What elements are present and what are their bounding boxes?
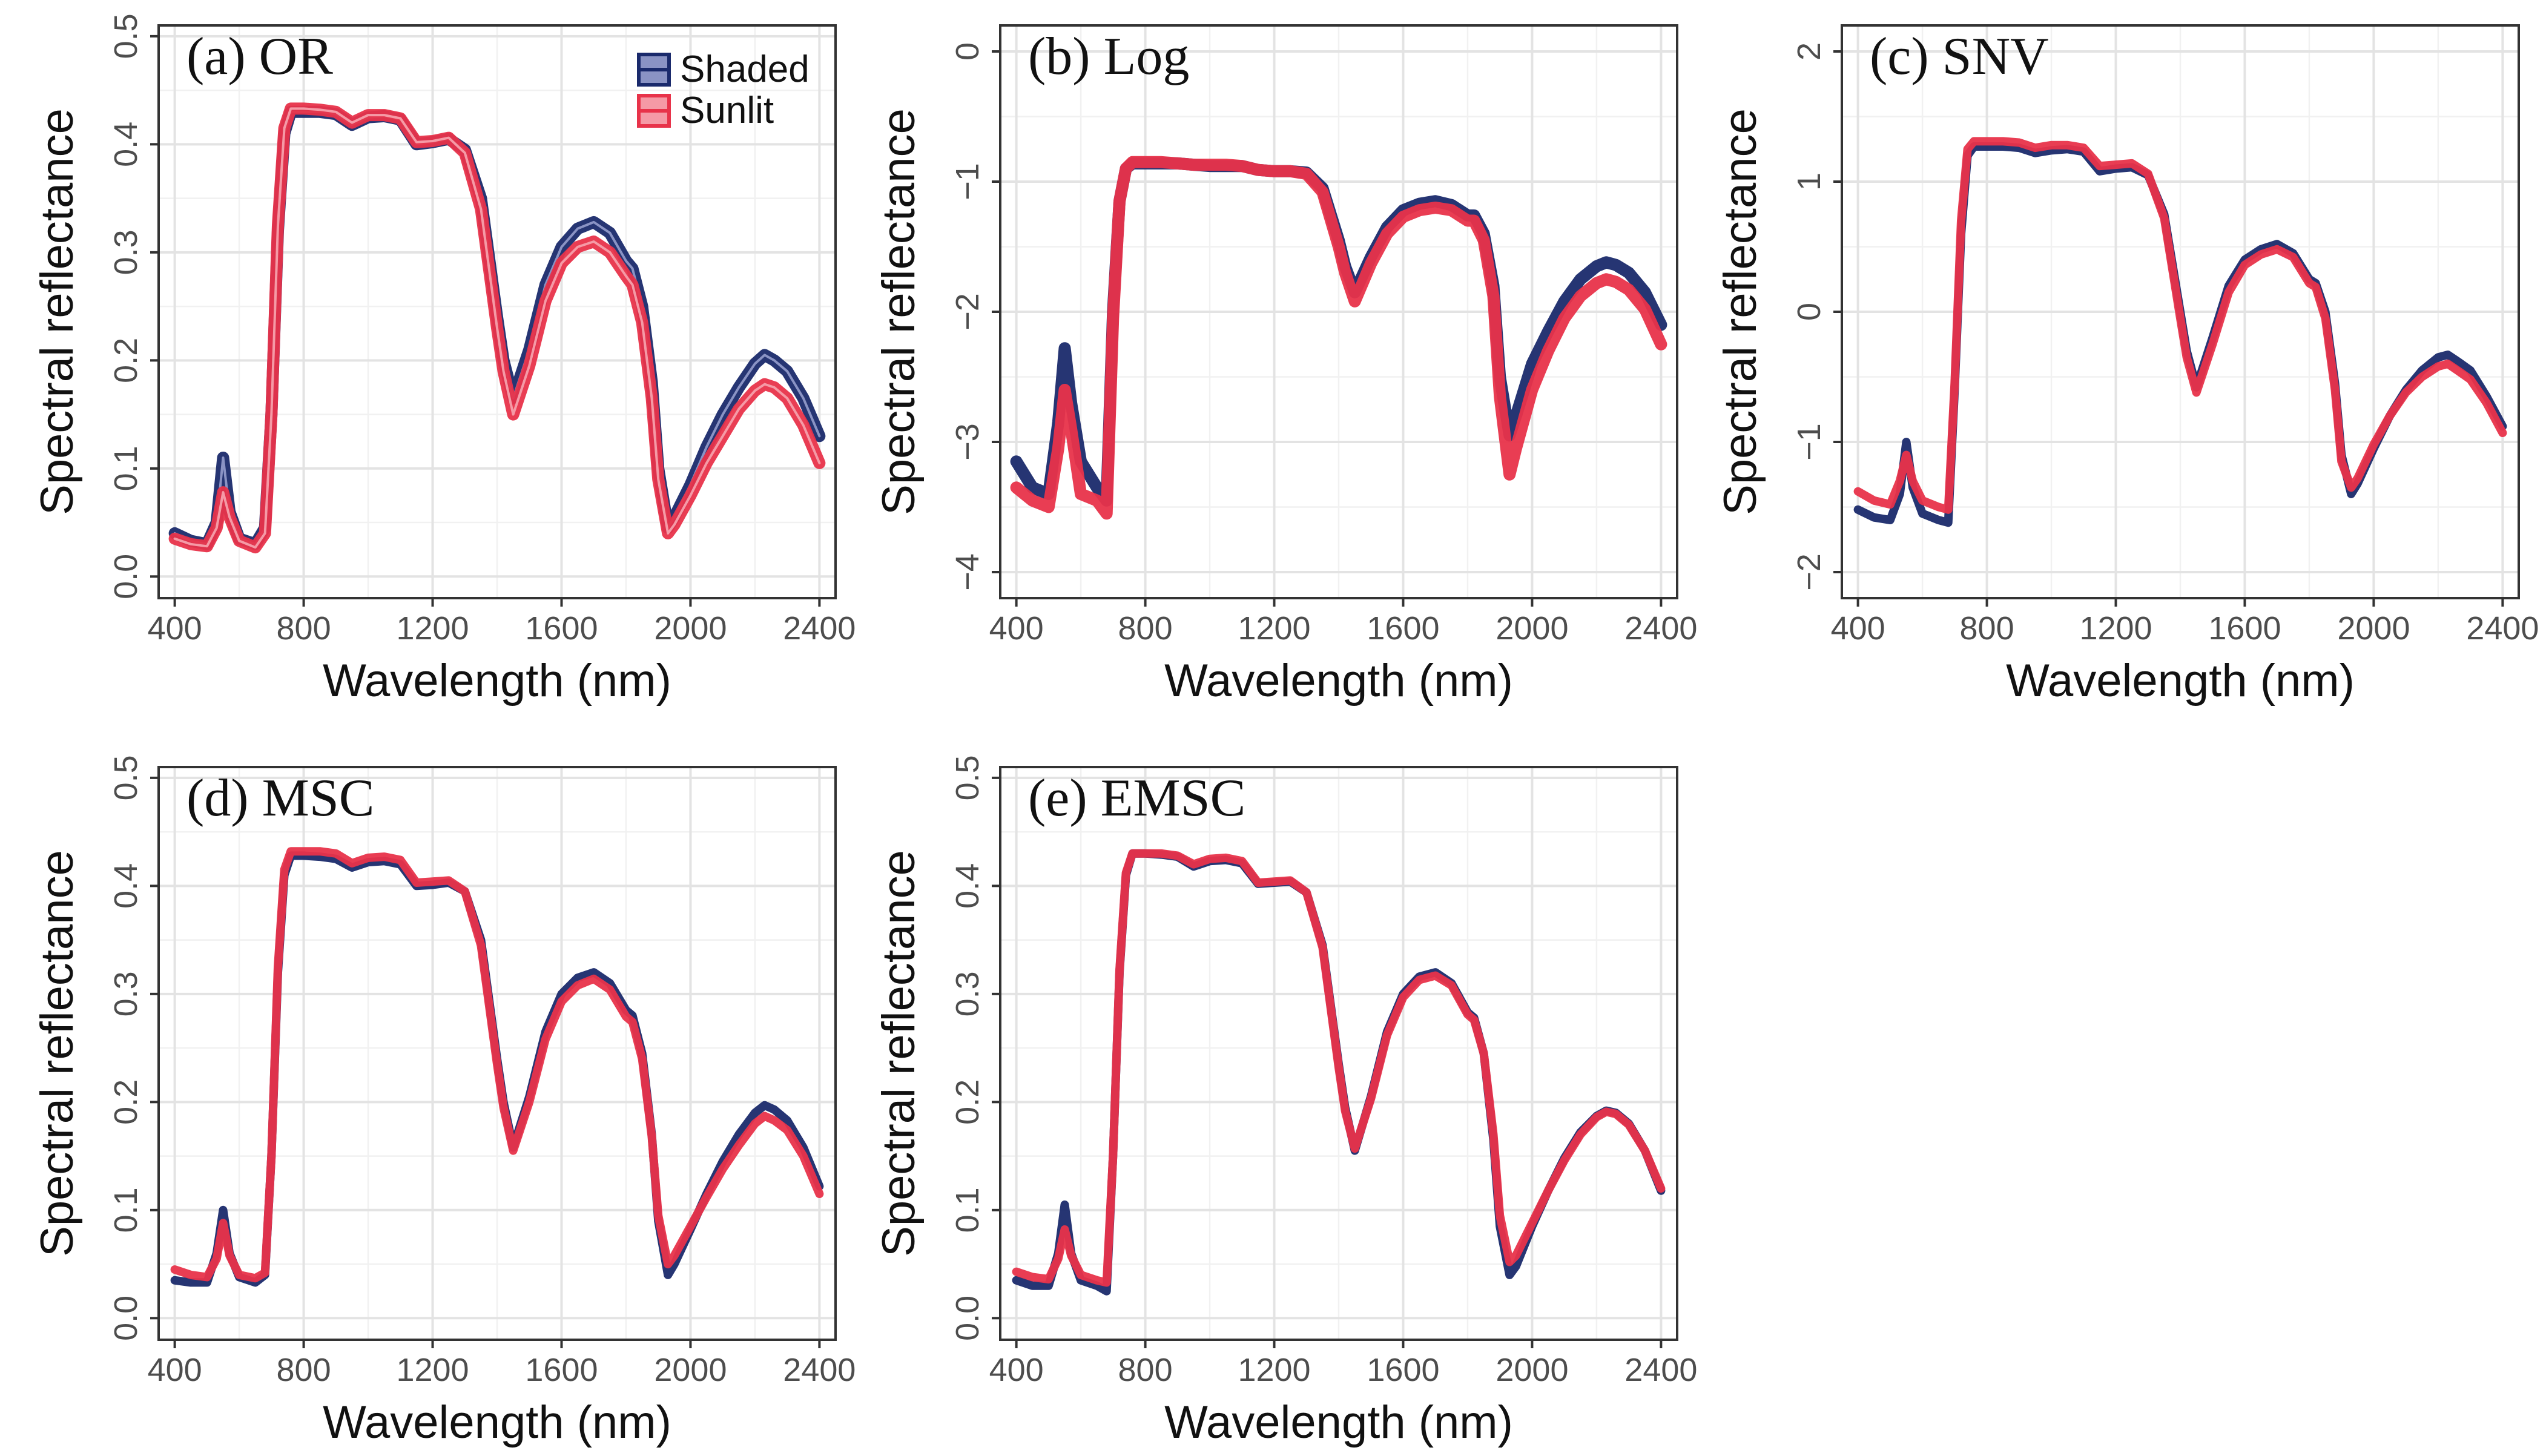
y-axis-title: Spectral reflectance (1715, 108, 1766, 515)
x-tick-label: 400 (1831, 610, 1885, 647)
x-tick-label: 1600 (1367, 1352, 1439, 1388)
y-tick-label: 0.4 (108, 863, 144, 909)
y-tick-label: 0.4 (108, 122, 144, 167)
x-axis-title: Wavelength (nm) (2006, 655, 2355, 707)
y-tick-label: 0 (949, 42, 986, 61)
y-tick-label: 0.2 (108, 1079, 144, 1125)
y-tick-label: 0.5 (108, 755, 144, 800)
y-tick-label: 0.0 (949, 1296, 986, 1341)
x-tick-label: 2000 (654, 1352, 727, 1388)
x-tick-label: 2000 (1496, 610, 1568, 647)
plot-frame (999, 766, 1678, 1341)
panel-0: 400 800 1200 1600 2000 2400 0.0 0.1 0.2 0.3 0.4 0.5… (31, 13, 856, 707)
series-line-sunlit (1853, 137, 2507, 514)
x-tick-label: 1200 (1238, 610, 1310, 647)
y-tick-label: 0.1 (108, 1187, 144, 1233)
x-tick-label: 1600 (1367, 610, 1439, 647)
x-axis-title: Wavelength (nm) (323, 1397, 671, 1448)
y-tick-label: 0.0 (108, 554, 144, 599)
plot-frame (157, 766, 837, 1341)
x-tick-label: 2400 (1624, 1352, 1697, 1388)
y-tick-label: −2 (1791, 553, 1827, 591)
panel-2: 400 800 1200 1600 2000 2400 2 1 0 −1 −2 Wavelength … (1715, 24, 2539, 707)
y-tick-label: 1 (1791, 173, 1827, 191)
panel-title: (c) SNV (1870, 27, 2049, 86)
y-tick-label: 0.2 (108, 338, 144, 383)
panel-title: (e) EMSC (1028, 769, 1245, 828)
x-tick-label: 800 (1118, 610, 1173, 647)
panel-1: 400 800 1200 1600 2000 2400 0 −1 −2 −3 −4 Wavelengt… (873, 24, 1697, 707)
x-tick-label: 2400 (783, 610, 856, 647)
y-tick-label: −1 (949, 163, 986, 200)
y-tick-label: 0.5 (949, 755, 986, 800)
y-axis-title: Spectral reflectance (873, 108, 925, 515)
y-tick-label: 0.3 (108, 229, 144, 275)
y-tick-label: −2 (949, 293, 986, 331)
x-tick-label: 2400 (1624, 610, 1697, 647)
y-tick-label: 0.3 (949, 971, 986, 1016)
x-tick-label: 1600 (525, 1352, 598, 1388)
x-tick-label: 2000 (1496, 1352, 1568, 1388)
y-tick-label: −3 (949, 423, 986, 461)
x-tick-label: 1600 (2208, 610, 2281, 647)
y-tick-label: −4 (949, 553, 986, 591)
y-tick-label: 0.1 (949, 1187, 986, 1233)
y-tick-label: 0 (1791, 303, 1827, 321)
y-axis-title: Spectral reflectance (873, 850, 925, 1257)
series-line-sunlit (1010, 156, 1667, 520)
y-tick-label: −1 (1791, 423, 1827, 461)
y-tick-label: 0.1 (108, 446, 144, 491)
y-tick-label: 0.3 (108, 971, 144, 1016)
x-axis-title: Wavelength (nm) (1164, 655, 1513, 707)
x-tick-label: 2400 (783, 1352, 856, 1388)
panel-title: (a) OR (186, 27, 333, 86)
legend-label-sunlit: Sunlit (680, 90, 774, 131)
legend-label-shaded: Shaded (680, 48, 810, 90)
y-tick-label: 0.4 (949, 863, 986, 909)
series-line-sunlit (170, 847, 824, 1283)
panel-title: (d) MSC (186, 769, 375, 828)
plot-frame (157, 24, 837, 599)
x-tick-label: 1200 (1238, 1352, 1310, 1388)
x-tick-label: 400 (148, 1352, 202, 1388)
panel-3: 400 800 1200 1600 2000 2400 0.0 0.1 0.2 0.3 0.4 0.5… (31, 755, 856, 1448)
y-axis-title: Spectral reflectance (31, 108, 83, 515)
panel-4: 400 800 1200 1600 2000 2400 0.0 0.1 0.2 0.3 0.4 0.5… (873, 755, 1697, 1448)
y-axis-title: Spectral reflectance (31, 850, 83, 1257)
x-tick-label: 1200 (2079, 610, 2152, 647)
x-tick-label: 1600 (525, 610, 598, 647)
y-tick-label: 0.5 (108, 13, 144, 59)
x-tick-label: 400 (148, 610, 202, 647)
series-line-sunlit (1012, 849, 1666, 1287)
y-tick-label: 2 (1791, 42, 1827, 61)
x-tick-label: 400 (989, 1352, 1044, 1388)
x-tick-label: 2400 (2466, 610, 2539, 647)
x-axis-title: Wavelength (nm) (1164, 1397, 1513, 1448)
y-tick-label: 0.0 (108, 1296, 144, 1341)
x-axis-title: Wavelength (nm) (323, 655, 671, 707)
panel-title: (b) Log (1028, 27, 1189, 86)
x-tick-label: 800 (1960, 610, 2014, 647)
series-band-highlight-sunlit (173, 107, 821, 549)
x-tick-label: 1200 (396, 610, 469, 647)
x-tick-label: 400 (989, 610, 1044, 647)
y-tick-label: 0.2 (949, 1079, 986, 1125)
x-tick-label: 2000 (654, 610, 727, 647)
x-tick-label: 2000 (2337, 610, 2410, 647)
x-tick-label: 800 (1118, 1352, 1173, 1388)
x-tick-label: 800 (277, 1352, 331, 1388)
x-tick-label: 1200 (396, 1352, 469, 1388)
x-tick-label: 800 (277, 610, 331, 647)
